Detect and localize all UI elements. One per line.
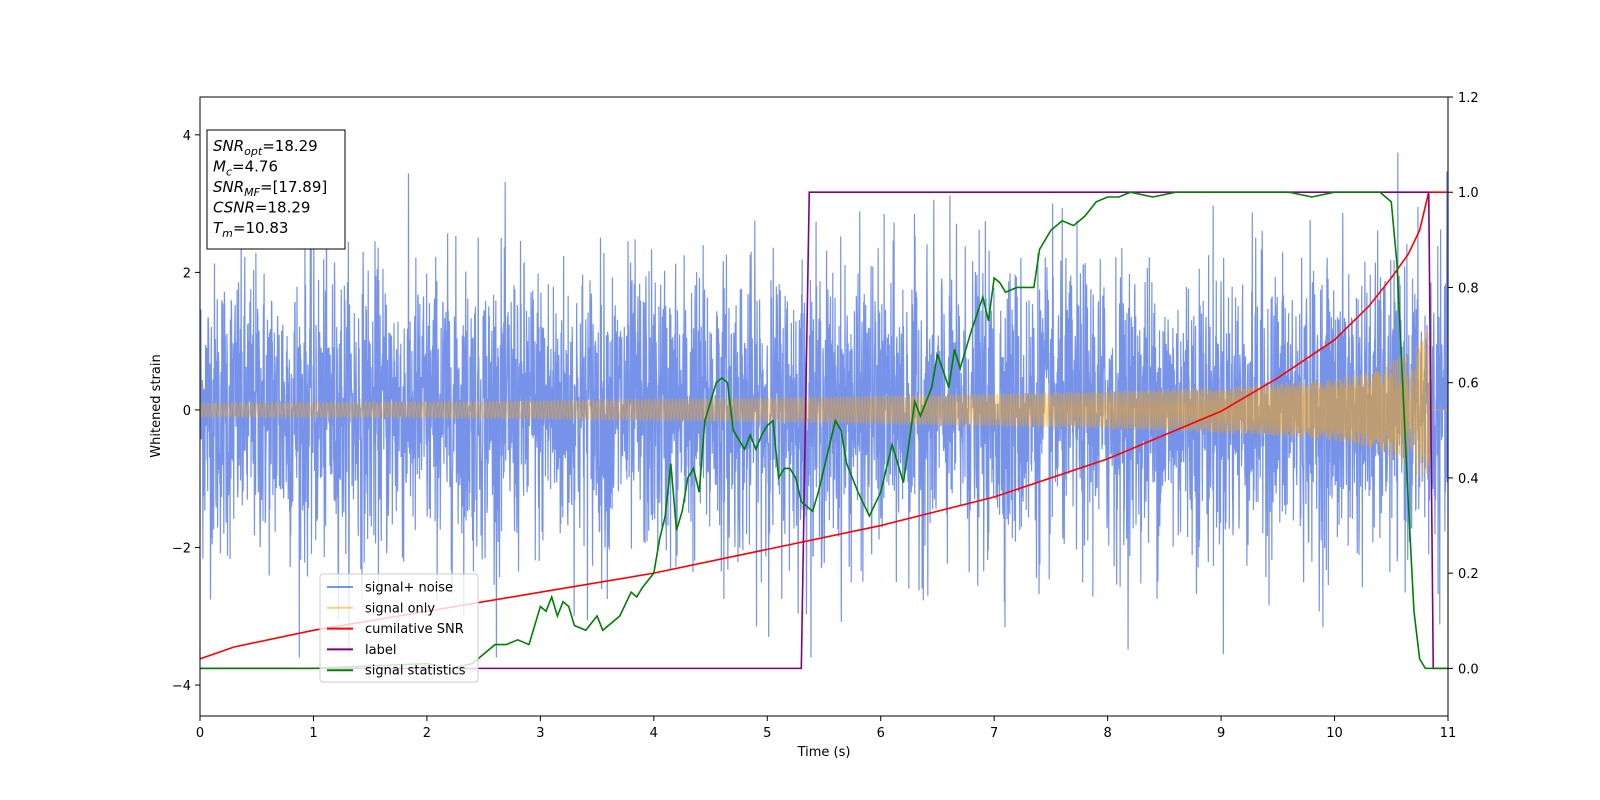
- y-left-tick-label: −4: [172, 679, 191, 694]
- info-line-symbol: M: [213, 158, 226, 176]
- x-tick-label: 11: [1440, 726, 1457, 741]
- info-line-subscript: m: [222, 227, 233, 240]
- series-signal-plus-noise: [200, 152, 1448, 658]
- series-signal-statistics: [200, 191, 1448, 670]
- info-line-symbol: CSNR: [213, 199, 255, 217]
- y-right-tick-label: 0.4: [1458, 472, 1479, 487]
- info-line: Mc=4.76: [213, 158, 278, 179]
- legend-label: cumilative SNR: [365, 622, 464, 637]
- x-tick-label: 9: [1217, 726, 1225, 741]
- info-line-value: =[17.89]: [260, 178, 327, 196]
- legend: signal+ noise signal only cumilative SNR la…: [319, 573, 479, 683]
- plot-frame: [199, 96, 1449, 717]
- legend-label: signal+ noise: [365, 581, 453, 596]
- y-right-tick-label: 0.0: [1458, 662, 1479, 677]
- x-tick-label: 3: [536, 726, 544, 741]
- legend-frame: [319, 573, 479, 683]
- x-tick-label: 10: [1326, 726, 1343, 741]
- y-axis-label: Whitened strain: [149, 354, 164, 457]
- info-box-frame: [206, 129, 346, 250]
- legend-label: label: [365, 643, 396, 658]
- y-right-tick-label: 1.0: [1458, 186, 1479, 201]
- info-line-subscript: c: [226, 166, 232, 179]
- info-box: SNRopt=18.29Mc=4.76SNRMF=[17.89]CSNR=18.…: [206, 129, 346, 250]
- x-axis-label: Time (s): [797, 745, 851, 760]
- info-line-value: =10.83: [233, 219, 289, 237]
- series-signal-only: [200, 329, 1448, 482]
- y-left-tick-label: 0: [183, 404, 191, 419]
- x-tick-label: 2: [423, 726, 431, 741]
- x-tick-label: 4: [650, 726, 658, 741]
- info-line: Tm=10.83: [213, 219, 288, 240]
- info-line-value: =18.29: [262, 137, 318, 155]
- x-tick-label: 0: [196, 726, 204, 741]
- x-tick-label: 7: [990, 726, 998, 741]
- x-tick-label: 5: [763, 726, 771, 741]
- info-line: SNRopt=18.29: [213, 137, 318, 158]
- info-line-subscript: MF: [244, 186, 260, 199]
- info-line-symbol: T: [213, 219, 224, 237]
- y-left-tick-label: 4: [183, 129, 191, 144]
- info-line-value: =18.29: [255, 199, 311, 217]
- y-right-tick-label: 1.2: [1458, 91, 1479, 106]
- info-line: SNRMF=[17.89]: [213, 178, 327, 199]
- x-tick-label: 1: [309, 726, 317, 741]
- x-tick-label: 6: [877, 726, 885, 741]
- y-left-tick-label: −2: [172, 541, 191, 556]
- y-right-tick-label: 0.8: [1458, 281, 1479, 296]
- info-line-symbol: SNR: [213, 137, 244, 155]
- info-line-subscript: opt: [244, 145, 263, 158]
- y-right-tick-label: 0.2: [1458, 567, 1479, 582]
- y-left-tick-label: 2: [183, 266, 191, 281]
- legend-label: signal only: [365, 601, 435, 616]
- info-line-symbol: SNR: [213, 178, 244, 196]
- info-line: CSNR=18.29: [213, 199, 310, 217]
- x-tick-label: 8: [1103, 726, 1111, 741]
- y-right-tick-label: 0.6: [1458, 377, 1479, 392]
- legend-label: signal statistics: [365, 664, 466, 679]
- info-line-value: =4.76: [232, 158, 278, 176]
- axes-layer: 0 1 2 3 4 5 6 7 8 9 10 11 −4 −2 0 2 4 0.0 0.2 0.4 0.6 0.8 1.0 1…: [172, 91, 1479, 741]
